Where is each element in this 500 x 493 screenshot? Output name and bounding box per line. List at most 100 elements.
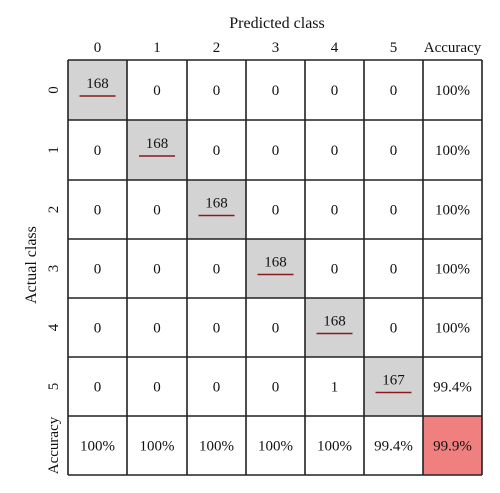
column-header: 3 [272, 40, 280, 56]
cell-values: 168 0 0 0 0 0 100% 0 168 0 0 0 0 100% 0 0 168 0 0 0 100% 0 0 0 1… [80, 76, 472, 455]
cell-background [364, 239, 423, 298]
cell-background [127, 60, 187, 120]
cell-value: 0 [153, 203, 161, 219]
cell-value: 0 [94, 380, 102, 396]
cell-value: 0 [390, 83, 398, 99]
diagonal-cell-value: 168 [264, 255, 287, 271]
cell-value: 0 [213, 321, 221, 337]
cell-value: 0 [213, 143, 221, 159]
cell-value: 0 [153, 262, 161, 278]
cell-value: 0 [272, 83, 280, 99]
cell-background [364, 180, 423, 239]
cell-value: 0 [153, 83, 161, 99]
cell-background [127, 357, 187, 416]
cell-background [187, 60, 246, 120]
cell-background [127, 180, 187, 239]
cell-background [305, 416, 364, 475]
cell-background [68, 416, 127, 475]
cell-background [246, 60, 305, 120]
cell-value: 0 [94, 143, 102, 159]
cell-value: 0 [331, 143, 339, 159]
diagonal-cell-background [68, 60, 127, 120]
cell-value: 0 [390, 143, 398, 159]
diagonal-cell-background [127, 120, 187, 180]
row-header: 0 [46, 86, 62, 94]
cell-value: 0 [94, 203, 102, 219]
cell-background [305, 60, 364, 120]
cell-background [187, 416, 246, 475]
cell-background [423, 120, 482, 180]
row-header: 1 [46, 146, 62, 154]
accuracy-cell-value: 100% [317, 439, 352, 455]
grid-lines [67, 59, 483, 476]
cell-value: 0 [213, 262, 221, 278]
cell-value: 0 [213, 83, 221, 99]
cell-value: 0 [153, 321, 161, 337]
cell-background [305, 239, 364, 298]
row-header: 5 [46, 383, 62, 391]
cell-background [187, 239, 246, 298]
column-headers: 0 1 2 3 4 5 Accuracy [94, 40, 482, 56]
cell-background [246, 357, 305, 416]
cell-backgrounds [68, 60, 482, 475]
cell-value: 0 [272, 143, 280, 159]
cell-value: 0 [272, 203, 280, 219]
cell-background [423, 239, 482, 298]
accuracy-cell-value: 100% [435, 262, 470, 278]
cell-value: 0 [272, 321, 280, 337]
cell-background [364, 60, 423, 120]
row-header: 2 [46, 206, 62, 214]
cell-background [305, 180, 364, 239]
diagonal-cell-background [187, 180, 246, 239]
cell-background [68, 357, 127, 416]
cell-background [246, 120, 305, 180]
diagonal-cell-value: 168 [86, 76, 109, 92]
diagonal-cell-value: 168 [146, 136, 169, 152]
cell-background [423, 357, 482, 416]
cell-background [187, 120, 246, 180]
cell-background [246, 180, 305, 239]
column-header: Accuracy [424, 40, 482, 56]
overall-accuracy-background [423, 416, 482, 475]
diagonal-cell-value: 168 [205, 196, 228, 212]
row-header: Accuracy [46, 416, 62, 474]
cell-background [68, 239, 127, 298]
cell-background [423, 298, 482, 357]
cell-background [423, 180, 482, 239]
diagonal-cell-value: 168 [323, 314, 346, 330]
accuracy-cell-value: 100% [258, 439, 293, 455]
y-axis-title: Actual class [23, 226, 40, 304]
cell-value: 0 [331, 83, 339, 99]
cell-value: 0 [390, 262, 398, 278]
column-header: 1 [153, 40, 161, 56]
cell-background [68, 120, 127, 180]
cell-value: 0 [390, 203, 398, 219]
cell-background [246, 416, 305, 475]
column-header: 2 [213, 40, 221, 56]
accuracy-cell-value: 100% [435, 143, 470, 159]
accuracy-cell-value: 99.4% [433, 380, 472, 396]
cell-value: 0 [390, 321, 398, 337]
row-header: 4 [46, 323, 62, 331]
row-header: 3 [46, 265, 62, 273]
diagonal-cell-background [305, 298, 364, 357]
cell-value: 0 [153, 380, 161, 396]
accuracy-cell-value: 100% [140, 439, 175, 455]
cell-background [423, 60, 482, 120]
cell-value: 0 [331, 203, 339, 219]
diagonal-cell-background [364, 357, 423, 416]
accuracy-cell-value: 100% [435, 321, 470, 337]
cell-background [68, 298, 127, 357]
cell-background [305, 357, 364, 416]
cell-background [305, 120, 364, 180]
cell-value: 0 [213, 380, 221, 396]
cell-value: 0 [94, 321, 102, 337]
diagonal-cell-value: 167 [382, 373, 405, 389]
cell-value: 0 [272, 380, 280, 396]
accuracy-cell-value: 100% [435, 203, 470, 219]
cell-value: 0 [331, 262, 339, 278]
cell-value: 1 [331, 380, 339, 396]
cell-background [68, 180, 127, 239]
cell-background [187, 357, 246, 416]
